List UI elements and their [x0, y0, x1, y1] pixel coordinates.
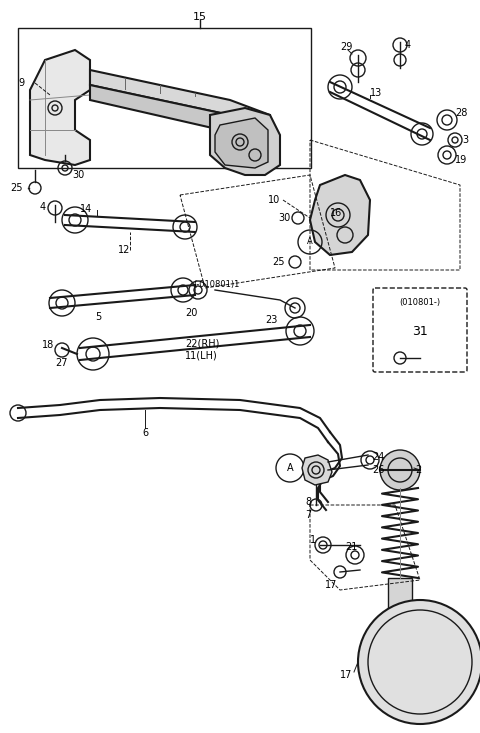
Text: 20: 20	[185, 308, 197, 318]
Text: 30: 30	[72, 170, 84, 180]
Text: 25: 25	[10, 183, 23, 193]
Text: (-010801)1: (-010801)1	[193, 280, 240, 289]
Text: 13: 13	[370, 88, 382, 98]
Text: 24: 24	[372, 452, 384, 462]
Text: 7: 7	[305, 510, 311, 520]
Text: 4: 4	[40, 202, 46, 212]
Text: 5: 5	[95, 312, 101, 322]
Text: 19: 19	[455, 155, 467, 165]
Circle shape	[358, 600, 480, 724]
Text: 31: 31	[412, 325, 428, 338]
Text: (010801-): (010801-)	[399, 298, 441, 307]
Text: 14: 14	[80, 204, 92, 214]
Text: 25: 25	[272, 257, 285, 267]
Text: 29: 29	[340, 42, 352, 52]
Text: 27: 27	[55, 358, 68, 368]
Polygon shape	[302, 455, 332, 485]
Text: 15: 15	[193, 12, 207, 22]
Polygon shape	[210, 108, 280, 175]
Text: A: A	[307, 237, 313, 246]
Text: 4: 4	[405, 40, 411, 50]
Text: 28: 28	[455, 108, 468, 118]
Text: 21: 21	[345, 542, 358, 552]
Text: 2: 2	[415, 465, 421, 475]
Text: 3: 3	[462, 135, 468, 145]
Bar	[18, 28, 311, 168]
Text: 17: 17	[325, 580, 337, 590]
Circle shape	[380, 450, 420, 490]
Text: 30: 30	[278, 213, 290, 223]
Polygon shape	[90, 70, 270, 130]
Text: 26: 26	[372, 465, 384, 475]
Polygon shape	[215, 118, 268, 168]
Bar	[388, 578, 412, 633]
Polygon shape	[310, 175, 370, 255]
Text: 23: 23	[265, 315, 277, 325]
Text: 9: 9	[18, 78, 24, 88]
Text: 22(RH): 22(RH)	[185, 338, 219, 348]
Text: 10: 10	[268, 195, 280, 205]
Text: 16: 16	[330, 208, 342, 218]
Text: 8: 8	[305, 497, 311, 507]
Text: A: A	[287, 463, 293, 473]
Text: 11(LH): 11(LH)	[185, 350, 218, 360]
Text: 18: 18	[42, 340, 54, 350]
Text: 12: 12	[118, 245, 131, 255]
Polygon shape	[30, 50, 90, 165]
Text: 17: 17	[340, 670, 352, 680]
FancyBboxPatch shape	[373, 288, 467, 372]
Polygon shape	[90, 85, 270, 148]
Text: 6: 6	[142, 428, 148, 438]
Text: 1: 1	[310, 535, 316, 545]
